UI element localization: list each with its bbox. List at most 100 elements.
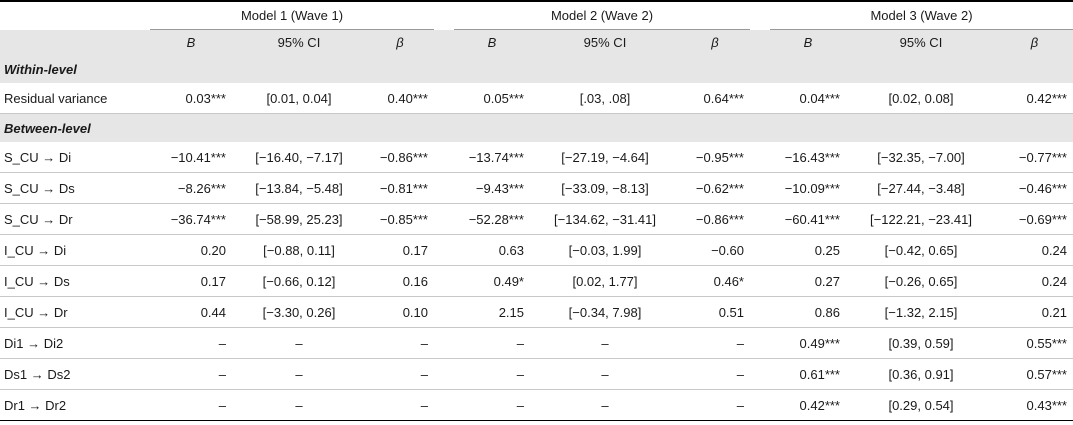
cell-b: 0.44: [150, 296, 232, 328]
col-beta: β: [996, 29, 1073, 55]
cell-ci: [−134.62, −31.41]: [530, 203, 680, 235]
cell-ci: [.03, .08]: [530, 83, 680, 114]
cell-b: 0.42***: [770, 389, 846, 421]
cell-beta: –: [366, 358, 434, 390]
cell-b: –: [150, 327, 232, 359]
cell-ci: [−3.30, 0.26]: [232, 296, 366, 328]
table-row: I_CU → Di 0.20 [−0.88, 0.11] 0.17 0.63 [−0.03…: [0, 234, 1073, 266]
cell-b: –: [150, 389, 232, 421]
col-beta: β: [680, 29, 750, 55]
between-rows: S_CU → Di −10.41*** [−16.40, −7.17] −0.86**…: [0, 142, 1073, 421]
cell-ci: [−0.42, 0.65]: [846, 234, 996, 266]
cell-beta: −0.62***: [680, 172, 750, 204]
cell-b: 0.63: [454, 234, 530, 266]
cell-ci: –: [232, 358, 366, 390]
cell-ci: [−0.03, 1.99]: [530, 234, 680, 266]
table-row: Ds1 → Ds2– – – – – –0.61*** [0.36, 0.91] 0.57**…: [0, 358, 1073, 390]
top-rule: [0, 0, 1073, 2]
cell-ci: [−122.21, −23.41]: [846, 203, 996, 235]
col-b: B: [454, 29, 530, 55]
col-b: B: [770, 29, 846, 55]
cell-beta: 0.57***: [996, 358, 1073, 390]
col-ci: 95% CI: [530, 29, 680, 55]
cell-ci: [−27.19, −4.64]: [530, 142, 680, 173]
cell-ci: [−0.88, 0.11]: [232, 234, 366, 266]
row-label: I_CU → Dr: [0, 296, 150, 328]
cell-beta: −0.69***: [996, 203, 1073, 235]
cell-b: −13.74***: [454, 142, 530, 173]
row-label: I_CU → Di: [0, 234, 150, 266]
cell-ci: –: [232, 389, 366, 421]
cell-b: –: [150, 358, 232, 390]
cell-ci: [−16.40, −7.17]: [232, 142, 366, 173]
cell-b: 0.17: [150, 265, 232, 297]
cell-beta: –: [680, 358, 750, 390]
row-label: Residual variance: [0, 83, 150, 114]
row-label: I_CU → Ds: [0, 265, 150, 297]
cell-b: −60.41***: [770, 203, 846, 235]
cell-ci: [−27.44, −3.48]: [846, 172, 996, 204]
cell-b: −9.43***: [454, 172, 530, 204]
cell-beta: –: [680, 327, 750, 359]
cell-beta: –: [366, 389, 434, 421]
row-label: S_CU → Dr: [0, 203, 150, 235]
table-row: S_CU → Ds −8.26*** [−13.84, −5.48] −0.81***…: [0, 172, 1073, 204]
col-beta: β: [366, 29, 434, 55]
cell-b: 0.61***: [770, 358, 846, 390]
cell-b: –: [454, 389, 530, 421]
table-row: Dr1 → Dr2– – – – – –0.42*** [0.29, 0.54] 0.43**…: [0, 389, 1073, 421]
table-row: S_CU → Dr −36.74*** [−58.99, 25.23] −0.85**…: [0, 203, 1073, 235]
cell-b: 0.04***: [770, 83, 846, 114]
cell-ci: [−0.34, 7.98]: [530, 296, 680, 328]
cell-beta: 0.24: [996, 265, 1073, 297]
cell-beta: 0.46*: [680, 265, 750, 297]
table-row: S_CU → Di −10.41*** [−16.40, −7.17] −0.86**…: [0, 142, 1073, 173]
cell-ci: [−33.09, −8.13]: [530, 172, 680, 204]
cell-b: −8.26***: [150, 172, 232, 204]
cell-beta: –: [366, 327, 434, 359]
cell-b: 0.86: [770, 296, 846, 328]
cell-beta: 0.24: [996, 234, 1073, 266]
cell-b: −36.74***: [150, 203, 232, 235]
cell-ci: [−58.99, 25.23]: [232, 203, 366, 235]
cell-beta: 0.17: [366, 234, 434, 266]
section-label: Between-level: [0, 113, 1073, 142]
cell-ci: [−13.84, −5.48]: [232, 172, 366, 204]
cell-beta: 0.16: [366, 265, 434, 297]
cell-b: −10.41***: [150, 142, 232, 173]
table-row: Di1 → Di2– – – – – –0.49*** [0.39, 0.59] 0.55**…: [0, 327, 1073, 359]
cell-b: 0.27: [770, 265, 846, 297]
model-2-title: Model 2 (Wave 2): [550, 8, 654, 23]
cell-beta: −0.95***: [680, 142, 750, 173]
cell-b: 0.03***: [150, 83, 232, 114]
cell-beta: 0.51: [680, 296, 750, 328]
row-label: Ds1 → Ds2: [0, 358, 150, 390]
subheader-row: B 95% CI β B 95% CI β B 95% CI β: [0, 29, 1073, 55]
cell-ci: [0.39, 0.59]: [846, 327, 996, 359]
cell-b: −10.09***: [770, 172, 846, 204]
cell-b: 0.05***: [454, 83, 530, 114]
cell-beta: −0.81***: [366, 172, 434, 204]
col-b: B: [150, 29, 232, 55]
cell-beta: −0.85***: [366, 203, 434, 235]
cell-ci: [−0.66, 0.12]: [232, 265, 366, 297]
cell-beta: 0.42***: [996, 83, 1073, 114]
model-1-title: Model 1 (Wave 1): [240, 8, 344, 23]
cell-b: 0.20: [150, 234, 232, 266]
cell-beta: 0.43***: [996, 389, 1073, 421]
col-ci: 95% CI: [846, 29, 996, 55]
cell-ci: [−1.32, 2.15]: [846, 296, 996, 328]
row-label: Di1 → Di2: [0, 327, 150, 359]
cell-ci: –: [232, 327, 366, 359]
row-label: S_CU → Di: [0, 142, 150, 173]
cell-ci: [0.02, 1.77]: [530, 265, 680, 297]
cell-b: 0.49***: [770, 327, 846, 359]
cell-ci: –: [530, 327, 680, 359]
cell-beta: –: [680, 389, 750, 421]
table-row: Residual variance 0.03*** [0.01, 0.04] 0.40…: [0, 83, 1073, 114]
table-row: I_CU → Ds 0.17 [−0.66, 0.12] 0.16 0.49* [0.02…: [0, 265, 1073, 297]
cell-beta: 0.21: [996, 296, 1073, 328]
cell-b: –: [454, 327, 530, 359]
col-ci: 95% CI: [232, 29, 366, 55]
cell-b: 0.25: [770, 234, 846, 266]
